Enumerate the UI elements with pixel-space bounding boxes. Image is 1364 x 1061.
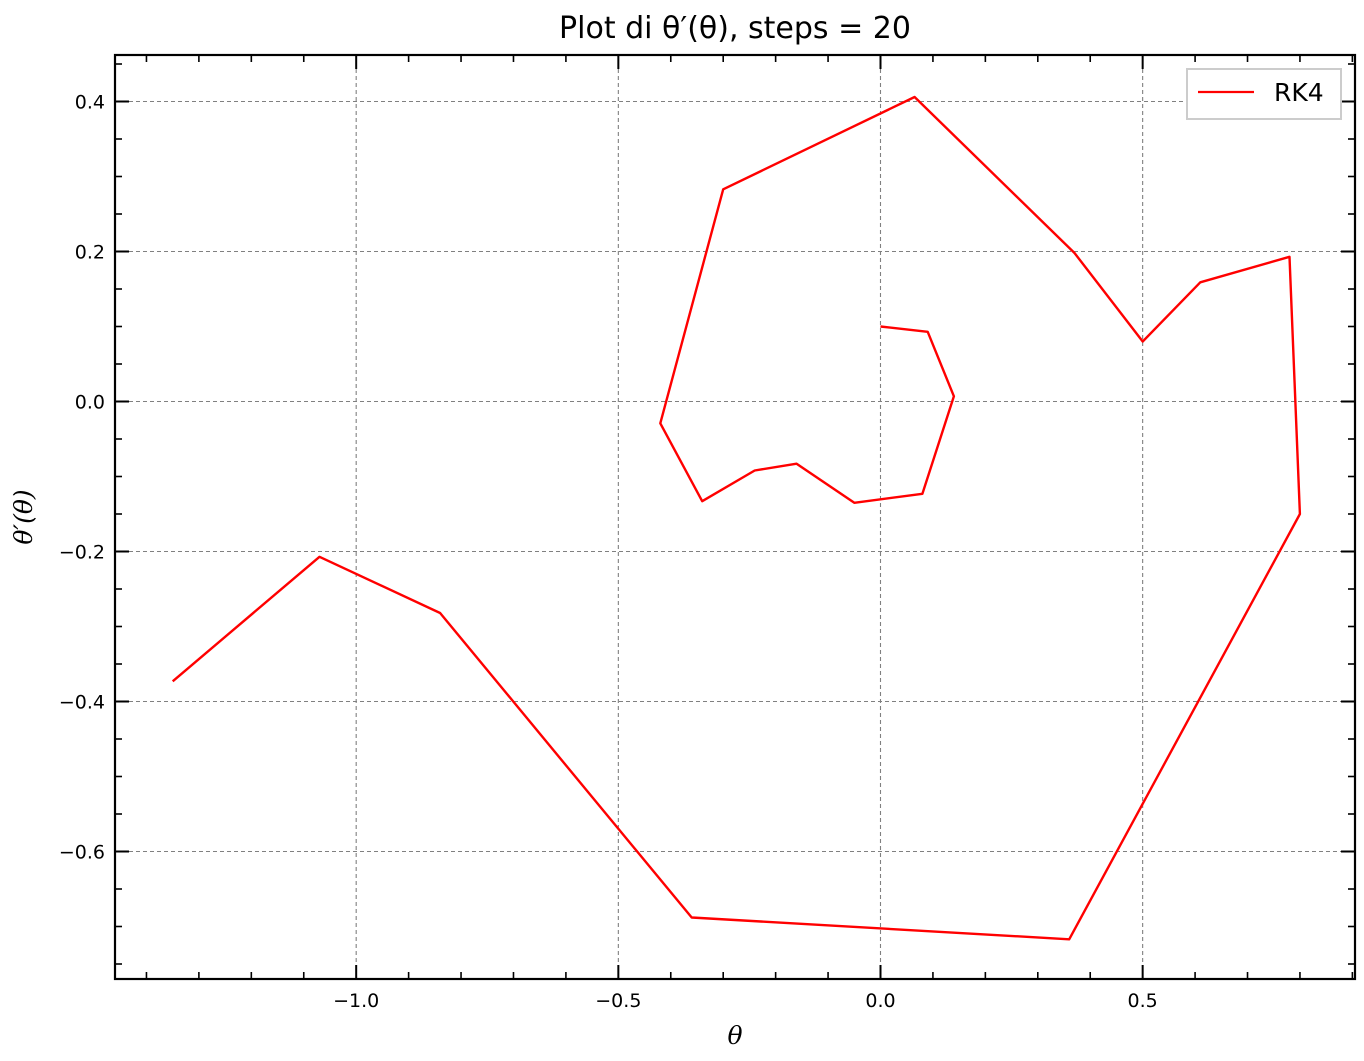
grid-lines: [115, 55, 1355, 979]
y-tick-label: −0.2: [59, 542, 105, 564]
tick-labels: −1.0 −0.5 0.0 0.5 0.4 0.2 0.0 −0.2 −0.4 −0.6: [59, 92, 1158, 1013]
legend-box: [1186, 68, 1342, 120]
legend: RK4: [1186, 68, 1342, 120]
series-layer: [171, 95, 1302, 941]
y-tick-label: −0.6: [59, 842, 105, 864]
x-tick-label: 0.5: [1128, 990, 1158, 1012]
axis-ticks: [115, 55, 1355, 979]
plot-frame: [113, 53, 1357, 981]
y-axis-label: θ′(θ): [9, 489, 38, 544]
y-tick-label: 0.2: [75, 242, 105, 264]
chart-title: Plot di θ′(θ), steps = 20: [559, 11, 911, 46]
y-tick-label: 0.0: [75, 392, 105, 414]
y-tick-label: −0.4: [59, 692, 105, 714]
series-line-rk4: [171, 95, 1302, 941]
x-tick-label: −0.5: [595, 990, 641, 1012]
x-tick-label: 0.0: [865, 990, 895, 1012]
x-axis-label: θ: [727, 1021, 742, 1050]
y-tick-label: 0.4: [75, 92, 105, 114]
x-tick-label: −1.0: [333, 990, 379, 1012]
legend-label-rk4: RK4: [1274, 78, 1324, 107]
